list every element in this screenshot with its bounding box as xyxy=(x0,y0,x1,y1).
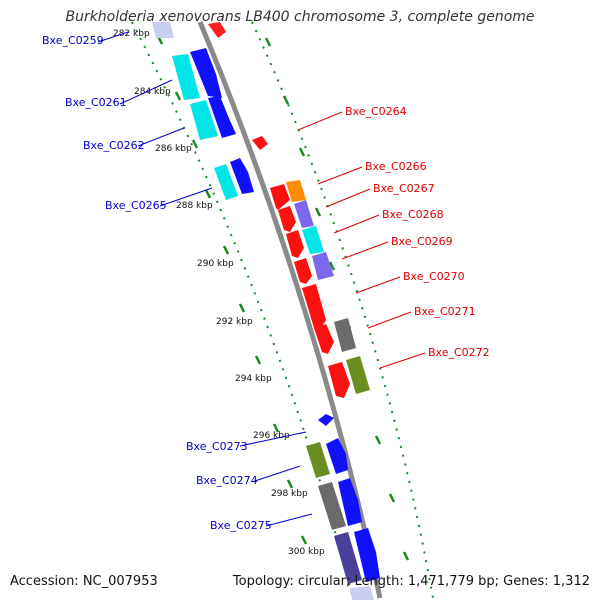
gene-C0268b-red[interactable] xyxy=(286,230,304,258)
gene-features xyxy=(152,22,380,600)
gene-C0265-blue[interactable] xyxy=(230,158,254,194)
gene-C0264-red[interactable] xyxy=(252,136,268,150)
tick-mark xyxy=(204,189,212,199)
tick-label: 282 kbp xyxy=(113,29,150,39)
gene-labels-left: Bxe_C0259 Bxe_C0261 Bxe_C0262 Bxe_C0265 Bxe_… xyxy=(42,34,272,532)
gene-C0265-cyan[interactable] xyxy=(214,164,238,200)
tick-mark xyxy=(174,91,182,101)
gene-C0262-blue[interactable] xyxy=(208,96,236,138)
gene-C0273-olive[interactable] xyxy=(306,442,330,478)
gene-label-left[interactable]: Bxe_C0274 xyxy=(196,474,258,487)
tick-mark xyxy=(191,139,199,149)
gene-C0270b-red[interactable] xyxy=(302,284,326,330)
tick-mark xyxy=(314,207,322,217)
gene-C0269b-red[interactable] xyxy=(294,258,312,284)
tick-label: 286 kbp xyxy=(155,144,192,154)
tick-mark xyxy=(298,147,306,157)
tick-label: 296 kbp xyxy=(253,431,290,441)
gene-C0269-cyan[interactable] xyxy=(302,226,324,254)
accession-label: Accession: NC_007953 xyxy=(10,574,158,589)
gene-label-left[interactable]: Bxe_C0261 xyxy=(65,96,127,109)
tick-mark xyxy=(222,245,230,255)
gene-C0272-olive[interactable] xyxy=(346,356,370,394)
leader-line-left xyxy=(265,513,313,527)
gene-label-left[interactable]: Bxe_C0262 xyxy=(83,139,145,152)
gene-C0274-gray[interactable] xyxy=(318,482,346,530)
gene-block-top-faded[interactable] xyxy=(152,22,174,38)
gene-C0261-cyan[interactable] xyxy=(172,54,200,100)
gene-arrow-top-red[interactable] xyxy=(208,22,226,38)
label-leader-lines xyxy=(97,31,426,527)
gene-C0267-orange[interactable] xyxy=(286,180,306,202)
gene-label-right[interactable]: Bxe_C0264 xyxy=(345,105,407,118)
gene-C0271-gray[interactable] xyxy=(334,318,356,352)
tick-label: 298 kbp xyxy=(271,489,308,499)
gene-label-right[interactable]: Bxe_C0268 xyxy=(382,208,444,221)
leader-line-right xyxy=(317,166,363,185)
tick-label: 284 kbp xyxy=(134,87,171,97)
gene-C0271-red[interactable] xyxy=(314,324,334,354)
leader-line-left xyxy=(137,127,185,147)
tick-mark xyxy=(264,37,272,47)
gene-label-right[interactable]: Bxe_C0270 xyxy=(403,270,465,283)
tick-mark xyxy=(286,479,294,489)
tick-label: 300 kbp xyxy=(288,547,325,557)
gene-label-right[interactable]: Bxe_C0267 xyxy=(373,182,435,195)
gene-label-left[interactable]: Bxe_C0259 xyxy=(42,34,104,47)
gene-C0261-blue[interactable] xyxy=(190,48,222,98)
tick-mark xyxy=(272,423,280,433)
gene-C0272-red[interactable] xyxy=(328,362,350,398)
gene-C0267b-red[interactable] xyxy=(278,206,296,232)
gene-C0275-blue[interactable] xyxy=(354,528,380,582)
tick-mark xyxy=(374,435,382,445)
gene-label-right[interactable]: Bxe_C0266 xyxy=(365,160,427,173)
gene-C0266-red[interactable] xyxy=(270,184,290,210)
tick-mark xyxy=(300,535,308,545)
gene-C0268-slate[interactable] xyxy=(294,200,314,228)
tick-mark xyxy=(282,95,290,105)
tick-mark xyxy=(388,493,396,503)
leader-line-left xyxy=(239,431,307,447)
gene-label-right[interactable]: Bxe_C0272 xyxy=(428,346,490,359)
leader-line-right xyxy=(341,241,389,260)
leader-line-left xyxy=(159,187,213,207)
gene-C0270-slate[interactable] xyxy=(312,252,334,280)
leader-line-left xyxy=(251,465,301,483)
gene-label-right[interactable]: Bxe_C0269 xyxy=(391,235,453,248)
tick-mark xyxy=(238,303,246,313)
gene-C0262-cyan[interactable] xyxy=(190,100,218,140)
leader-line-right xyxy=(325,188,371,208)
gene-label-left[interactable]: Bxe_C0265 xyxy=(105,199,167,212)
leader-line-left xyxy=(97,31,129,43)
gene-C0274-blue[interactable] xyxy=(338,478,362,526)
tick-mark xyxy=(402,551,410,561)
gene-C0273-blue[interactable] xyxy=(326,438,348,474)
tick-label: 294 kbp xyxy=(235,374,272,384)
gene-label-right[interactable]: Bxe_C0271 xyxy=(414,305,476,318)
genome-backbone xyxy=(197,21,383,599)
gene-label-left[interactable]: Bxe_C0273 xyxy=(186,440,248,453)
tick-mark xyxy=(254,355,262,365)
tick-mark xyxy=(328,261,336,271)
gene-labels-right: Bxe_C0264 Bxe_C0266 Bxe_C0267 Bxe_C0268 Bxe_… xyxy=(345,105,490,359)
leader-line-right xyxy=(297,111,343,131)
gene-label-left[interactable]: Bxe_C0275 xyxy=(210,519,272,532)
leader-line-right xyxy=(367,311,412,329)
gene-small-blue[interactable] xyxy=(318,414,334,426)
map-title: Burkholderia xenovorans LB400 chromosome… xyxy=(65,9,535,25)
topology-info: Topology: circular; Length: 1,471,779 bp… xyxy=(232,574,590,589)
leader-line-left xyxy=(119,79,173,105)
axis-tick-labels: 282 kbp 284 kbp 286 kbp 288 kbp 290 kbp 292 k… xyxy=(113,29,325,557)
gene-C0275-slate[interactable] xyxy=(334,532,362,584)
leader-line-right xyxy=(379,352,426,369)
tick-label: 290 kbp xyxy=(197,259,234,269)
gene-bottom-faded[interactable] xyxy=(350,586,374,600)
leader-line-right xyxy=(333,214,380,234)
leader-line-right xyxy=(355,276,401,294)
tick-label: 288 kbp xyxy=(176,201,213,211)
tick-label: 292 kbp xyxy=(216,317,253,327)
